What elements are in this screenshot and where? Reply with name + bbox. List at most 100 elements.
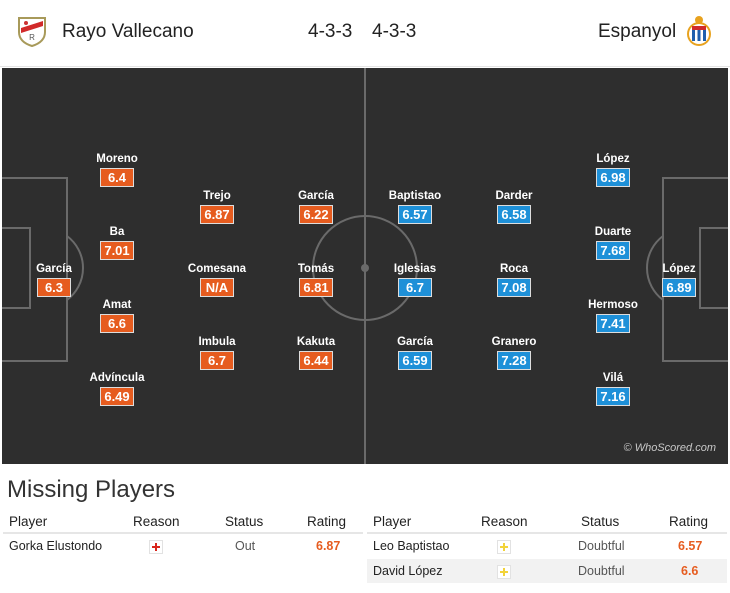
away-team-name[interactable]: Espanyol [598, 21, 677, 42]
player-name: Duarte [594, 226, 632, 238]
player-rating: 6.6 [100, 314, 134, 333]
pitch: García 6.3 Moreno 6.4 Ba 7.01 Amat 6.6 Advín… [2, 68, 728, 464]
injury-red-cross-icon [149, 540, 163, 554]
player-name: Tomás [297, 263, 335, 275]
player-rating: 7.01 [100, 241, 134, 260]
away-player-def-1[interactable]: López 6.98 [578, 152, 648, 187]
player-rating: 7.41 [596, 314, 630, 333]
away-formation: 4-3-3 [372, 21, 417, 42]
header-status: Status [225, 514, 264, 529]
away-player-fwd-3[interactable]: García 6.59 [380, 335, 450, 370]
home-player-fwd-2[interactable]: Tomás 6.81 [281, 262, 351, 297]
away-missing-table: Player Reason Status Rating Leo Baptista… [367, 510, 727, 584]
player-name: Vilá [602, 372, 624, 384]
player-rating: 7.68 [596, 241, 630, 260]
player-rating: 6.89 [662, 278, 696, 297]
player-name: Roca [499, 263, 529, 275]
player-rating: 6.87 [200, 205, 234, 224]
home-team-name[interactable]: Rayo Vallecano [62, 21, 194, 42]
player-name: Hermoso [588, 299, 638, 311]
player-rating: 6.59 [398, 351, 432, 370]
away-player-def-4[interactable]: Vilá 7.16 [578, 371, 648, 406]
table-header: Player Reason Status Rating [3, 510, 363, 534]
player-name: Ba [109, 226, 125, 238]
header-reason: Reason [133, 514, 180, 529]
table-header: Player Reason Status Rating [367, 510, 727, 534]
table-row: Leo Baptistao Doubtful 6.57 [367, 534, 727, 559]
home-player-def-3[interactable]: Amat 6.6 [82, 298, 152, 333]
player-rating: 6.22 [299, 205, 333, 224]
header-player: Player [9, 514, 48, 529]
player-name: García [397, 336, 433, 348]
missing-player-rating: 6.57 [678, 539, 703, 553]
player-rating: 6.7 [398, 278, 432, 297]
missing-player-name[interactable]: Gorka Elustondo [9, 539, 103, 553]
header-rating: Rating [669, 514, 709, 529]
player-name: Comesana [187, 263, 247, 275]
home-player-fwd-1[interactable]: García 6.22 [281, 189, 351, 224]
player-rating: 7.08 [497, 278, 531, 297]
away-player-mid-3[interactable]: Granero 7.28 [479, 335, 549, 370]
svg-text:R: R [29, 33, 35, 42]
player-rating: 7.16 [596, 387, 630, 406]
header-player: Player [373, 514, 412, 529]
missing-player-rating: 6.87 [316, 539, 341, 553]
away-player-fwd-1[interactable]: Baptistao 6.57 [380, 189, 450, 224]
away-player-mid-1[interactable]: Darder 6.58 [479, 189, 549, 224]
player-rating: 6.57 [398, 205, 432, 224]
player-name: Advíncula [89, 372, 145, 384]
player-rating: 6.4 [100, 168, 134, 187]
table-row: David López Doubtful 6.6 [367, 559, 727, 584]
match-header: R Rayo Vallecano 4-3-3 4-3-3 Espanyol [0, 0, 730, 67]
player-name: López [662, 263, 696, 275]
player-name: García [36, 263, 72, 275]
away-player-gk[interactable]: López 6.89 [644, 262, 714, 297]
player-rating: 6.81 [299, 278, 333, 297]
away-player-def-3[interactable]: Hermoso 7.41 [578, 298, 648, 333]
player-rating: 6.7 [200, 351, 234, 370]
table-row: Gorka Elustondo Out 6.87 [3, 534, 363, 559]
player-rating: N/A [200, 278, 234, 297]
player-rating: 6.58 [497, 205, 531, 224]
away-player-mid-2[interactable]: Roca 7.08 [479, 262, 549, 297]
player-name: García [298, 190, 334, 202]
player-name: López [596, 153, 630, 165]
pitch-lines [2, 68, 728, 464]
header-status: Status [581, 514, 620, 529]
player-name: Imbula [198, 336, 236, 348]
home-player-mid-2[interactable]: Comesana N/A [182, 262, 252, 297]
away-player-def-2[interactable]: Duarte 7.68 [578, 225, 648, 260]
home-missing-table: Player Reason Status Rating Gorka Elusto… [3, 510, 363, 559]
player-name: Trejo [203, 190, 231, 202]
espanyol-crest-icon[interactable] [684, 14, 714, 48]
header-rating: Rating [307, 514, 347, 529]
missing-player-name[interactable]: Leo Baptistao [373, 539, 450, 553]
home-player-def-4[interactable]: Advíncula 6.49 [82, 371, 152, 406]
player-name: Moreno [96, 153, 138, 165]
player-name: Kakuta [296, 336, 336, 348]
player-rating: 6.3 [37, 278, 71, 297]
missing-player-name[interactable]: David López [373, 564, 443, 578]
missing-player-status: Doubtful [578, 539, 625, 553]
doubtful-yellow-cross-icon [497, 540, 511, 554]
home-player-gk[interactable]: García 6.3 [19, 262, 89, 297]
missing-player-status: Doubtful [578, 564, 625, 578]
player-name: Darder [495, 190, 533, 202]
home-player-mid-3[interactable]: Imbula 6.7 [182, 335, 252, 370]
home-player-fwd-3[interactable]: Kakuta 6.44 [281, 335, 351, 370]
missing-players-title: Missing Players [7, 476, 176, 503]
home-player-def-2[interactable]: Ba 7.01 [82, 225, 152, 260]
home-formation: 4-3-3 [308, 21, 353, 42]
rayo-crest-icon[interactable]: R [16, 14, 48, 48]
away-player-fwd-2[interactable]: Iglesias 6.7 [380, 262, 450, 297]
home-player-def-1[interactable]: Moreno 6.4 [82, 152, 152, 187]
player-rating: 7.28 [497, 351, 531, 370]
player-name: Granero [491, 336, 537, 348]
missing-player-status: Out [235, 539, 256, 553]
player-rating: 6.44 [299, 351, 333, 370]
home-player-mid-1[interactable]: Trejo 6.87 [182, 189, 252, 224]
doubtful-yellow-cross-icon [497, 565, 511, 579]
player-rating: 6.98 [596, 168, 630, 187]
player-rating: 6.49 [100, 387, 134, 406]
player-name: Baptistao [388, 190, 442, 202]
